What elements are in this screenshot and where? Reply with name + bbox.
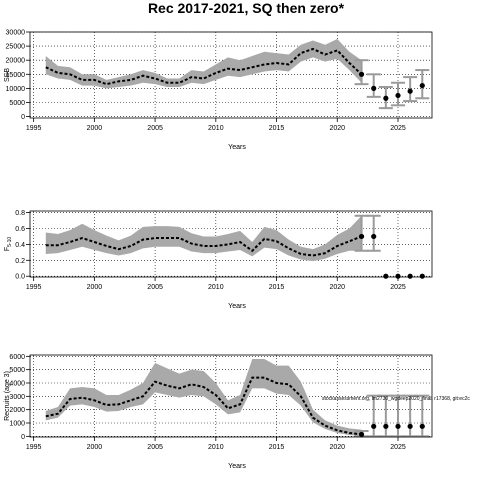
- recruits-ytick-label-0: 0: [21, 434, 25, 441]
- ssb-ytick-label-6: 30000: [6, 30, 26, 37]
- recruits-projection-point-2026: [407, 423, 413, 429]
- fishing-mortality-ytick-label-4: 0.8: [15, 210, 25, 217]
- recruits-xlabel: Years: [228, 463, 246, 470]
- fishing-mortality-xtick-label-6: 2025: [390, 284, 406, 291]
- ssb-ytick-label-5: 25000: [6, 44, 26, 51]
- fishing-mortality-projection-point-2025: [395, 273, 401, 279]
- fishing-mortality-projection-point-2027: [419, 273, 425, 279]
- ssb-xtick-label-3: 2010: [208, 125, 224, 132]
- recruits-projection-point-2022: [358, 431, 365, 437]
- ssb-projection-point-2027: [419, 82, 425, 89]
- ssb-xtick-label-0: 1995: [26, 125, 42, 132]
- ssb-ylabel: SSB: [4, 68, 11, 82]
- recruits-ytick-label-6: 6000: [9, 354, 25, 361]
- recruits-projection-point-2024: [383, 423, 389, 429]
- recruits-xtick-label-1: 2000: [87, 444, 103, 451]
- fishing-mortality-projection-point-2024: [383, 273, 389, 279]
- fishing-mortality-ytick-label-3: 0.6: [15, 226, 25, 233]
- fishing-mortality-xtick-label-0: 1995: [26, 284, 42, 291]
- ssb-panel: 1995 2000 2005 2010 2015 2020 2025 0 5000 10000 15…: [4, 30, 433, 151]
- ssb-projection-point-2023: [371, 85, 377, 91]
- recruits-xtick-label-3: 2010: [208, 444, 224, 451]
- fishing-mortality-panel: 1995 2000 2005 2010 2015 2020 2025 0.0 0.2 0.4 0.6…: [4, 210, 433, 310]
- fishing-mortality-xtick-label-1: 2000: [87, 284, 103, 291]
- fishing-mortality-xtick-label-5: 2020: [329, 284, 345, 291]
- fishing-mortality-ylabel-subscript: 5-10: [7, 237, 13, 247]
- ssb-ytick-label-0: 0: [21, 114, 25, 121]
- fishing-mortality-confidence-band: [45, 215, 362, 262]
- ssb-ytick-label-3: 15000: [6, 72, 26, 79]
- recruits-ytick-label-4: 4000: [9, 381, 25, 388]
- recruits-ytick-label-3: 3000: [9, 394, 25, 401]
- recruits-xtick-label-4: 2015: [269, 444, 285, 451]
- fishing-mortality-ylabel: F5-10: [4, 237, 13, 252]
- fishing-mortality-projection-point-2023: [371, 233, 377, 240]
- ssb-ytick-label-1: 5000: [9, 100, 25, 107]
- fishing-mortality-mean-line: [45, 235, 362, 257]
- ssb-projection-point-2024: [383, 95, 389, 101]
- fishing-mortality-ytick-label-1: 0.2: [15, 258, 25, 265]
- recruits-projection-point-2027: [419, 423, 425, 429]
- recruits-xtick-label-5: 2020: [329, 444, 345, 451]
- ssb-xtick-label-4: 2015: [269, 125, 285, 132]
- figure-title: Rec 2017-2021, SQ then zero*: [148, 0, 345, 16]
- recruits-xtick-label-2: 2005: [147, 444, 163, 451]
- ssb-xtick-label-2: 2005: [147, 125, 163, 132]
- ssb-xtick-label-6: 2025: [390, 125, 406, 132]
- recruits-ytick-label-1: 1000: [9, 421, 25, 428]
- recruits-ylabel: Recruits (age 3): [4, 371, 11, 421]
- ssb-xlabel: Years: [228, 144, 246, 151]
- fishing-mortality-xtick-label-4: 2015: [269, 284, 285, 291]
- fishing-mortality-xtick-label-3: 2010: [208, 284, 224, 291]
- ssb-mean-line: [45, 47, 363, 86]
- recruits-mean-line: [45, 376, 362, 436]
- fishing-mortality-projection-point-2022: [358, 233, 365, 240]
- recruits-xtick-label-6: 2025: [390, 444, 406, 451]
- fishing-mortality-ytick-label-0: 0.0: [15, 274, 25, 281]
- recruits-ytick-label-5: 5000: [9, 367, 25, 374]
- fishing-mortality-xtick-label-2: 2005: [147, 284, 163, 291]
- ssb-ytick-label-2: 10000: [6, 86, 26, 93]
- recruits-confidence-band: [45, 359, 362, 437]
- fishing-mortality-ytick-label-2: 0.4: [15, 242, 25, 249]
- ssb-confidence-band: [45, 39, 362, 89]
- ssb-xtick-label-1: 2000: [87, 125, 103, 132]
- ssb-plot-frame: [29, 31, 433, 119]
- recruits-projection-point-2023: [371, 423, 377, 429]
- ssb-projection-point-2022: [358, 71, 365, 77]
- recruits-ytick-label-2: 2000: [9, 407, 25, 414]
- ssb-ytick-label-4: 20000: [6, 58, 26, 65]
- recruits-annotation: stockassessment.org, lm2730_wgdeep2020_f…: [322, 396, 470, 402]
- recruits-panel: 1995 2000 2005 2010 2015 2020 2025 0 1000 2000 300…: [4, 354, 470, 470]
- recruits-projection-point-2025: [395, 423, 401, 429]
- ssb-xtick-label-5: 2020: [329, 125, 345, 132]
- fishing-mortality-xlabel: Years: [228, 303, 246, 310]
- recruits-xtick-label-0: 1995: [26, 444, 42, 451]
- ssb-projection-point-2026: [407, 88, 413, 94]
- ssb-projection-point-2025: [395, 92, 401, 99]
- fishing-mortality-projection-point-2026: [407, 273, 413, 279]
